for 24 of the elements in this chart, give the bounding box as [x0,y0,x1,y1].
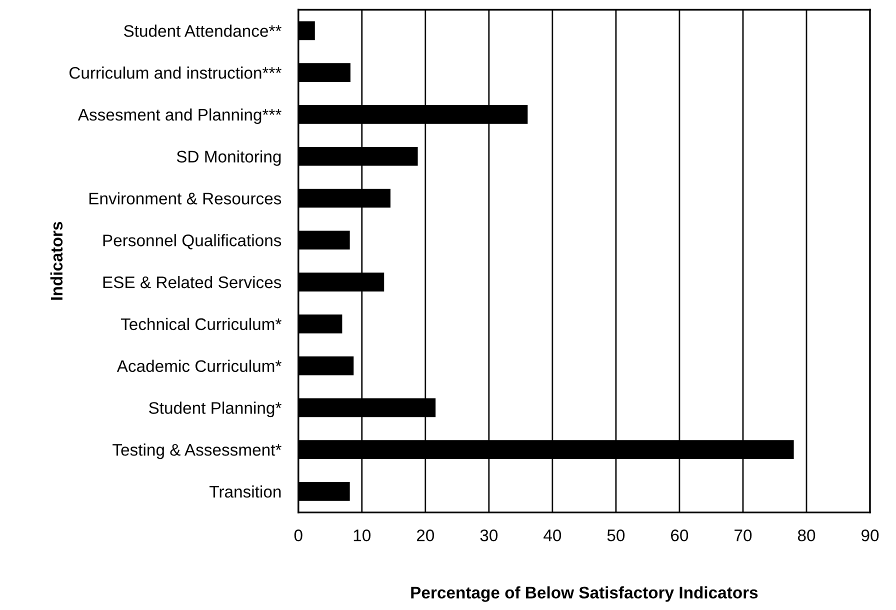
x-tick-label: 70 [734,530,752,542]
y-tick-label: Transition [210,485,281,498]
y-tick-label: Environment & Resources [89,192,282,204]
y-tick-label: SD Monitoring [176,150,281,166]
y-tick-label: Student Planning* [149,402,282,418]
y-tick-label: Academic Curriculum* [116,360,282,372]
x-tick-label: 30 [480,530,498,542]
x-tick-label: 90 [862,530,879,542]
x-tick-label: 50 [607,530,625,542]
x-tick-label: 0 [294,530,302,542]
y-tick-label: Assesment and Planning*** [78,108,282,124]
x-tick-label: 10 [354,530,371,542]
y-tick-label: ESE & Related Services [103,276,282,288]
y-tick-label: Curriculum and instruction*** [70,66,282,79]
x-tick-label: 20 [416,530,434,542]
y-tick-label: Personnel Qualifications [103,234,282,250]
x-tick-label: 80 [798,530,816,542]
y-tick-label: Student Attendance** [124,24,282,37]
y-axis-title: Indicators [50,222,63,300]
x-tick-label: 60 [671,530,688,542]
y-tick-label: Technical Curriculum* [120,318,282,330]
x-axis-title: Percentage of Below Satisfactory Indicators [411,586,758,602]
y-tick-label: Testing & Assessment* [112,444,282,460]
x-tick-label: 40 [544,530,562,542]
